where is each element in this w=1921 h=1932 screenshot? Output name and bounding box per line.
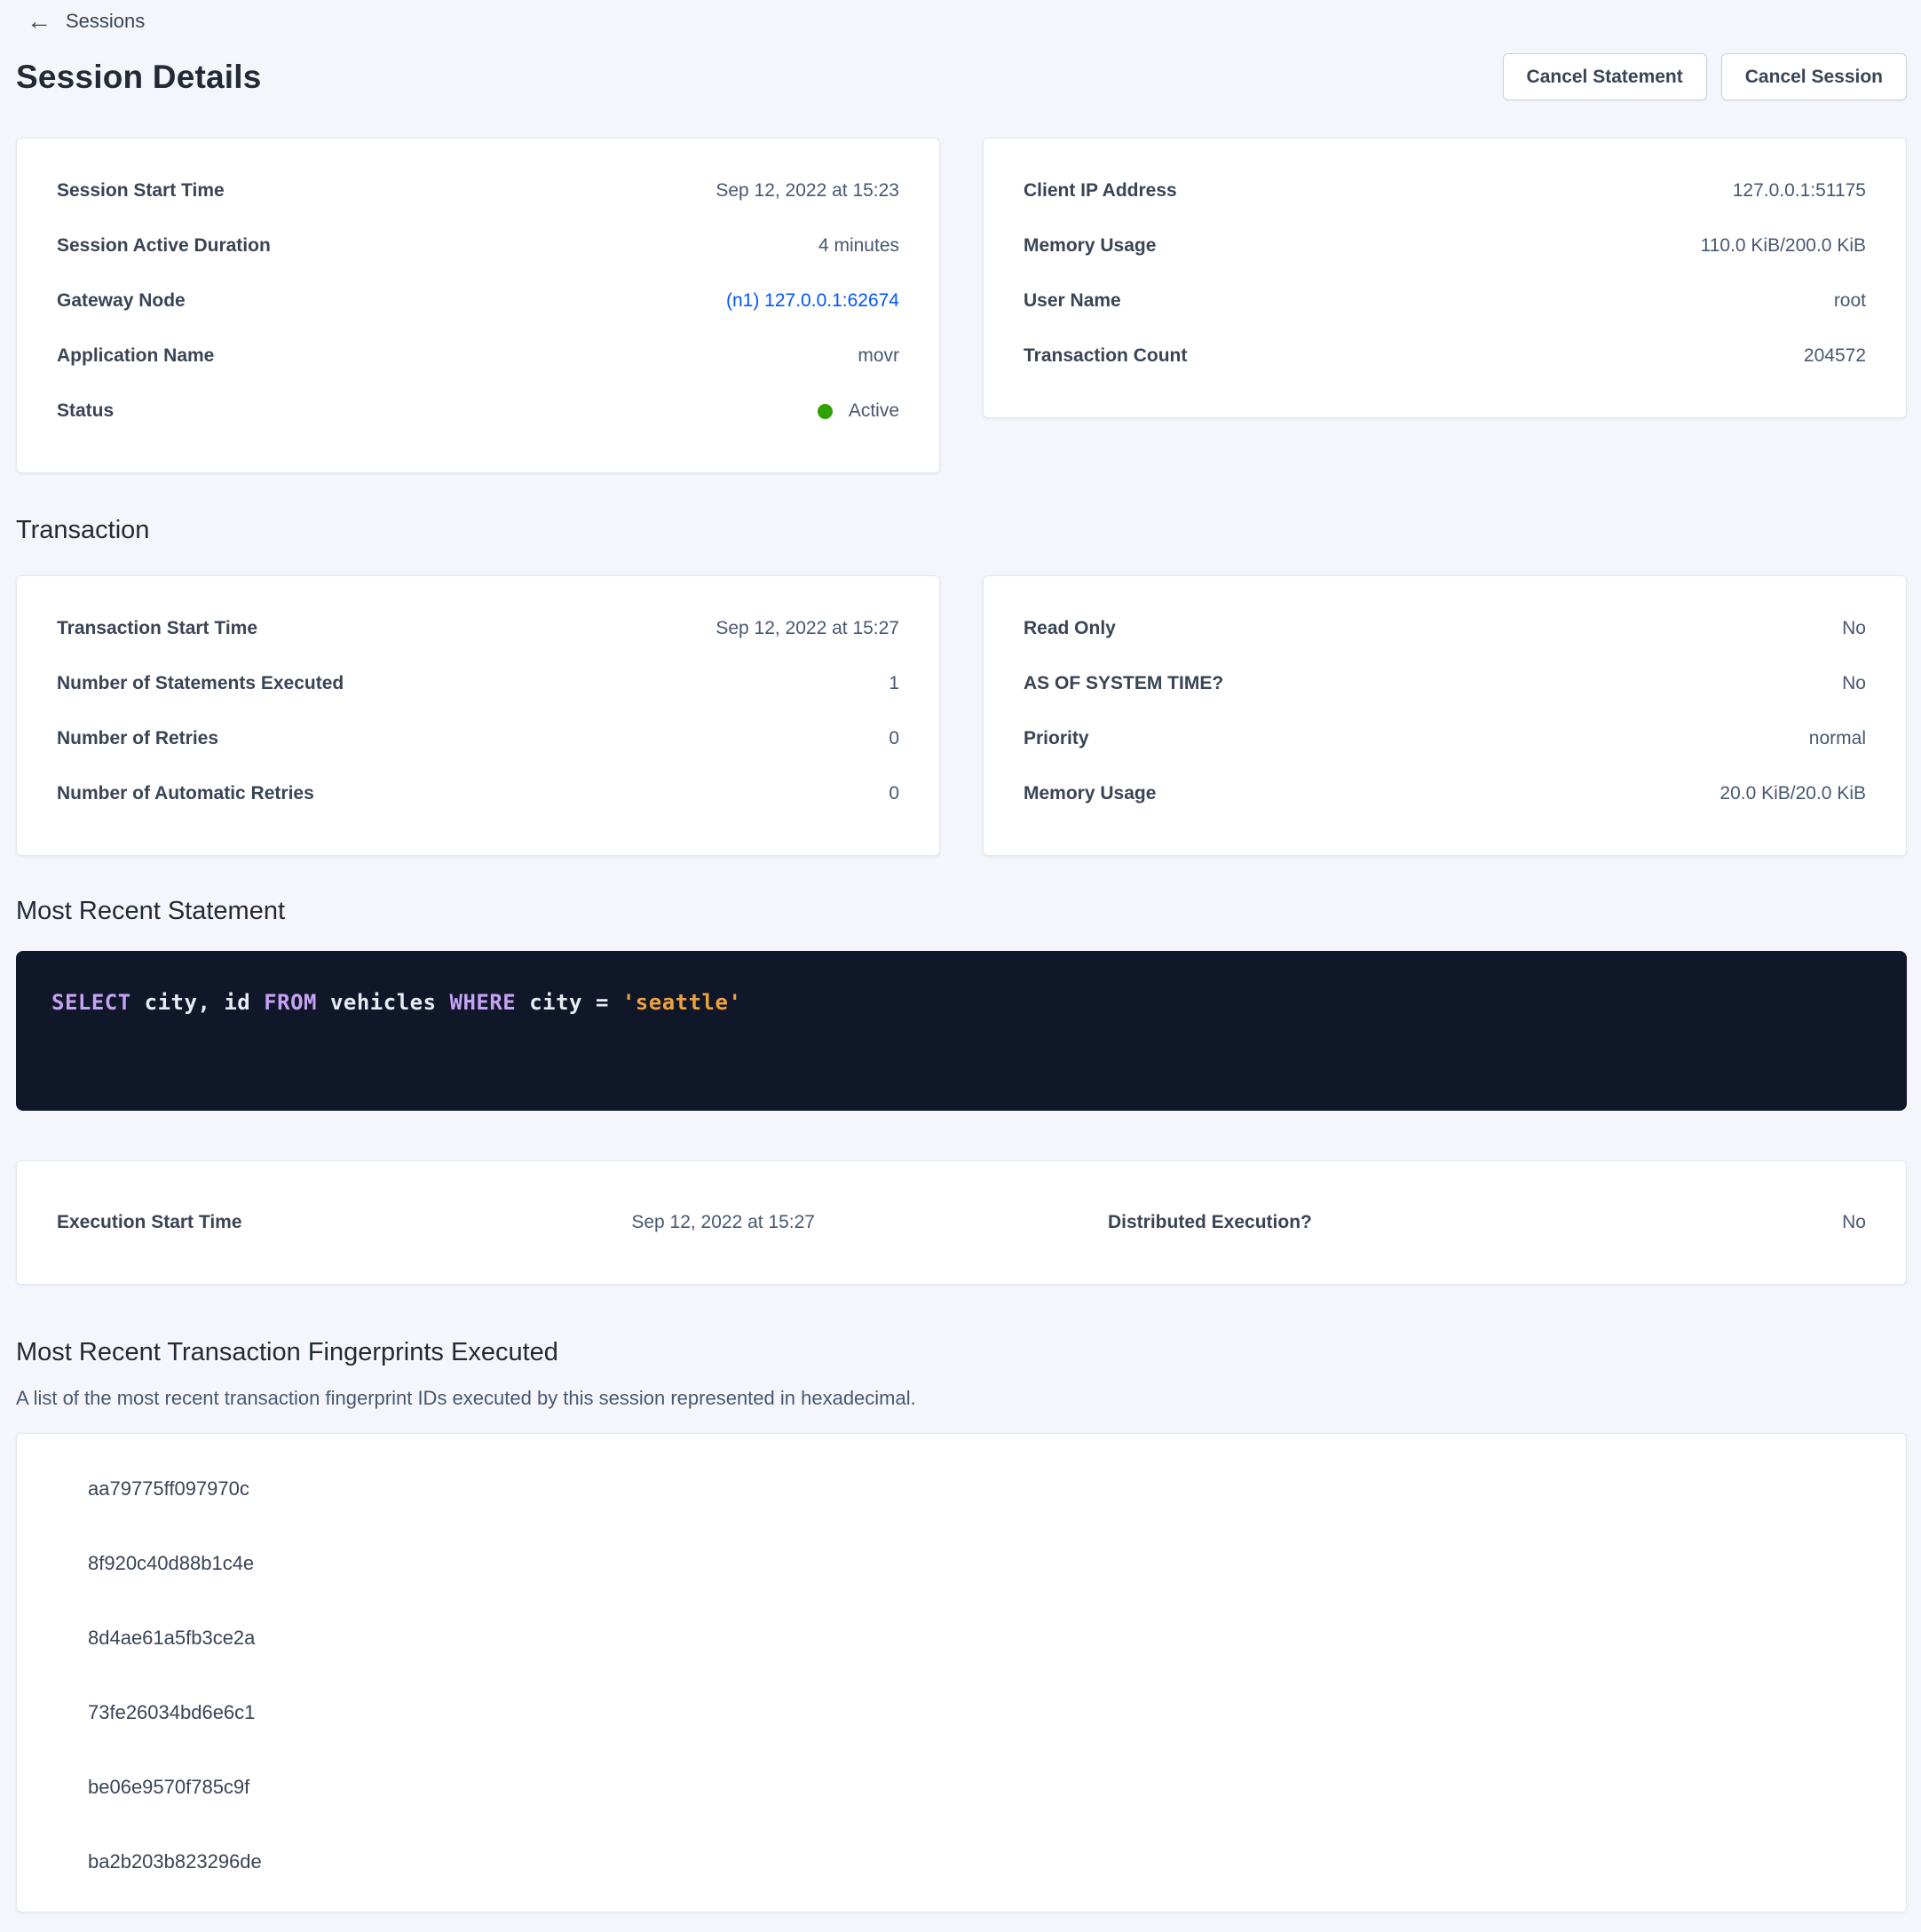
row-value: root xyxy=(1833,290,1866,311)
session-summary-grid: Session Start Time Sep 12, 2022 at 15:23… xyxy=(16,138,1907,473)
transaction-grid: Transaction Start Time Sep 12, 2022 at 1… xyxy=(16,575,1907,856)
page-title: Session Details xyxy=(16,58,262,95)
row-label: Status xyxy=(57,400,115,421)
fingerprint-item: 73fe26034bd6e6c1 xyxy=(88,1701,256,1723)
row-value: Sep 12, 2022 at 15:27 xyxy=(631,1212,815,1232)
execution-details-card: Execution Start Time Sep 12, 2022 at 15:… xyxy=(16,1160,1907,1285)
sql-keyword: WHERE xyxy=(449,990,517,1015)
title-row: Session Details Cancel Statement Cancel … xyxy=(16,53,1907,100)
gateway-node-row: Gateway Node (n1) 127.0.0.1:62674 xyxy=(57,273,899,329)
sql-keyword: SELECT xyxy=(51,990,131,1015)
row-value: 1 xyxy=(889,673,899,693)
fingerprints-description: A list of the most recent transaction fi… xyxy=(16,1387,916,1409)
cancel-statement-button[interactable]: Cancel Statement xyxy=(1502,53,1707,100)
session-stats-card: Client IP Address 127.0.0.1:51175 Memory… xyxy=(983,138,1907,418)
user-name-row: User Name root xyxy=(1024,273,1866,329)
row-label: Client IP Address xyxy=(1024,180,1177,201)
row-value: No xyxy=(1842,673,1866,693)
transaction-start-time-row: Transaction Start Time Sep 12, 2022 at 1… xyxy=(57,601,899,656)
session-memory-usage-row: Memory Usage 110.0 KiB/200.0 KiB xyxy=(1024,218,1866,273)
row-label: Session Active Duration xyxy=(57,235,271,256)
fingerprint-item: 8d4ae61a5fb3ce2a xyxy=(88,1627,256,1649)
sql-statement-text: SELECT city, id FROM vehicles WHERE city… xyxy=(51,990,1871,1015)
transaction-memory-usage-row: Memory Usage 20.0 KiB/20.0 KiB xyxy=(1024,766,1866,821)
application-name-row: Application Name movr xyxy=(57,329,899,384)
status-text: Active xyxy=(848,400,899,421)
row-value: Sep 12, 2022 at 15:27 xyxy=(715,618,899,638)
read-only-row: Read Only No xyxy=(1024,601,1866,656)
statements-executed-row: Number of Statements Executed 1 xyxy=(57,656,899,711)
cancel-session-button[interactable]: Cancel Session xyxy=(1720,53,1907,100)
gateway-node-link[interactable]: (n1) 127.0.0.1:62674 xyxy=(726,290,899,311)
row-label: AS OF SYSTEM TIME? xyxy=(1024,673,1224,693)
action-buttons: Cancel Statement Cancel Session xyxy=(1502,53,1907,100)
sql-statement-box: SELECT city, id FROM vehicles WHERE city… xyxy=(16,951,1907,1111)
row-value: 0 xyxy=(889,783,899,804)
client-ip-row: Client IP Address 127.0.0.1:51175 xyxy=(1024,163,1866,218)
fingerprint-item: ba2b203b823296de xyxy=(88,1850,262,1873)
session-info-card: Session Start Time Sep 12, 2022 at 15:23… xyxy=(16,138,940,473)
fingerprints-card: aa79775ff097970c 8f920c40d88b1c4e 8d4ae6… xyxy=(16,1433,1907,1912)
row-value: 20.0 KiB/20.0 KiB xyxy=(1719,783,1866,804)
breadcrumb-label: Sessions xyxy=(66,10,146,32)
row-label: Priority xyxy=(1024,728,1089,748)
row-label: Number of Statements Executed xyxy=(57,673,344,693)
fingerprint-item: aa79775ff097970c xyxy=(88,1477,249,1500)
row-value: No xyxy=(1842,1212,1866,1232)
breadcrumb[interactable]: ← Sessions xyxy=(27,9,145,34)
row-label: User Name xyxy=(1024,290,1121,311)
row-value: 4 minutes xyxy=(818,235,899,256)
row-value: 110.0 KiB/200.0 KiB xyxy=(1700,235,1866,256)
row-value: normal xyxy=(1808,728,1866,748)
session-start-time-row: Session Start Time Sep 12, 2022 at 15:23 xyxy=(57,163,899,218)
row-label: Application Name xyxy=(57,345,215,366)
row-value: 127.0.0.1:51175 xyxy=(1732,180,1866,201)
row-label: Execution Start Time xyxy=(57,1212,242,1232)
row-value: 204572 xyxy=(1803,345,1866,366)
fingerprint-item: be06e9570f785c9f xyxy=(88,1776,250,1798)
as-of-system-time-row: AS OF SYSTEM TIME? No xyxy=(1024,656,1866,711)
transaction-section-heading: Transaction xyxy=(16,516,150,544)
most-recent-statement-heading: Most Recent Statement xyxy=(16,897,286,925)
transaction-count-row: Transaction Count 204572 xyxy=(1024,329,1866,384)
status-row: Status Active xyxy=(57,384,899,439)
priority-row: Priority normal xyxy=(1024,711,1866,766)
sql-text: city, id xyxy=(130,990,265,1015)
row-label: Memory Usage xyxy=(1024,235,1157,256)
status-active-dot-icon xyxy=(817,403,833,419)
row-label: Memory Usage xyxy=(1024,783,1157,804)
row-label: Gateway Node xyxy=(57,290,186,311)
row-value: movr xyxy=(858,345,899,366)
sql-text: city = xyxy=(516,990,622,1015)
row-label: Transaction Start Time xyxy=(57,618,258,638)
fingerprint-item: 8f920c40d88b1c4e xyxy=(88,1552,255,1574)
row-label: Number of Retries xyxy=(57,728,219,748)
back-arrow-icon: ← xyxy=(27,7,51,35)
sql-text: vehicles xyxy=(317,990,450,1015)
row-label: Session Start Time xyxy=(57,180,225,201)
row-label: Distributed Execution? xyxy=(1108,1212,1312,1232)
row-label: Number of Automatic Retries xyxy=(57,783,314,804)
transaction-info-card: Transaction Start Time Sep 12, 2022 at 1… xyxy=(16,575,940,856)
automatic-retries-row: Number of Automatic Retries 0 xyxy=(57,766,899,821)
sql-keyword: FROM xyxy=(264,990,317,1015)
distributed-execution-row: Distributed Execution? No xyxy=(1108,1212,1866,1233)
row-label: Read Only xyxy=(1024,618,1116,638)
row-value: Sep 12, 2022 at 15:23 xyxy=(715,180,899,201)
execution-start-time-row: Execution Start Time Sep 12, 2022 at 15:… xyxy=(57,1212,815,1233)
row-label: Transaction Count xyxy=(1024,345,1188,366)
sql-string-literal: 'seattle' xyxy=(621,990,742,1015)
status-badge: Active xyxy=(817,400,899,422)
session-active-duration-row: Session Active Duration 4 minutes xyxy=(57,218,899,273)
transaction-settings-card: Read Only No AS OF SYSTEM TIME? No Prior… xyxy=(983,575,1907,856)
retries-row: Number of Retries 0 xyxy=(57,711,899,766)
row-value: No xyxy=(1842,618,1866,638)
fingerprints-section-heading: Most Recent Transaction Fingerprints Exe… xyxy=(16,1338,558,1366)
row-value: 0 xyxy=(889,728,899,748)
